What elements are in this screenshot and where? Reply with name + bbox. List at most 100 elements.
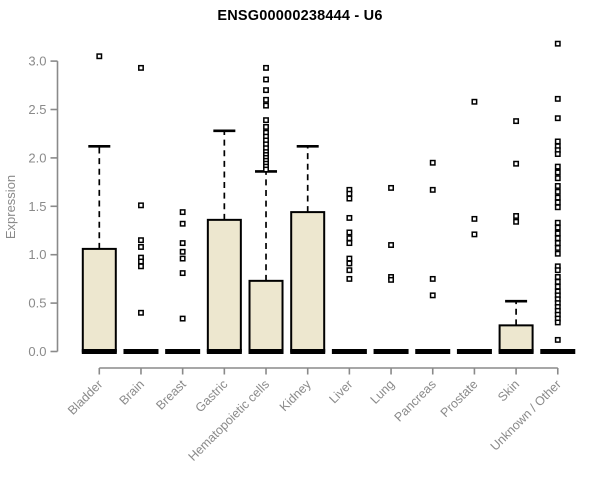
outlier-point bbox=[513, 213, 520, 219]
outlier-point bbox=[138, 258, 144, 265]
y-tick-label: 0.5 bbox=[28, 296, 46, 311]
outlier-point bbox=[263, 102, 269, 109]
x-category-label: Pancreas bbox=[392, 377, 439, 424]
outlier-point bbox=[554, 183, 561, 189]
outlier-point bbox=[554, 274, 561, 280]
outlier-point bbox=[138, 64, 144, 71]
outlier-point bbox=[179, 220, 186, 227]
outlier-point bbox=[179, 248, 186, 255]
outlier-point bbox=[138, 202, 144, 209]
median-line bbox=[415, 349, 451, 354]
outlier-point bbox=[388, 242, 395, 248]
y-tick-label: 2.0 bbox=[28, 150, 46, 165]
box-iqr bbox=[290, 211, 326, 353]
outlier-point bbox=[554, 244, 561, 251]
median-line bbox=[331, 349, 367, 354]
outlier-point bbox=[554, 204, 561, 211]
outlier-point bbox=[554, 95, 561, 102]
outlier-point bbox=[429, 275, 436, 282]
outlier-point bbox=[263, 123, 269, 130]
outlier-point bbox=[346, 275, 353, 282]
outlier-point bbox=[471, 231, 478, 238]
outlier-point bbox=[513, 118, 520, 125]
median-line bbox=[123, 349, 159, 354]
outlier-point bbox=[554, 199, 561, 206]
outlier-point bbox=[346, 190, 353, 197]
outlier-point bbox=[554, 235, 561, 242]
x-category-label: Hematopoietic cells bbox=[186, 377, 273, 464]
outlier-point bbox=[263, 87, 269, 94]
outlier-point bbox=[471, 98, 478, 105]
outlier-point bbox=[179, 209, 186, 216]
outlier-point bbox=[554, 240, 561, 247]
outlier-point bbox=[96, 53, 103, 60]
outlier-point bbox=[346, 260, 353, 267]
outlier-point bbox=[554, 336, 561, 343]
outlier-point bbox=[346, 240, 353, 247]
outlier-point bbox=[346, 214, 353, 221]
outlier-point bbox=[263, 166, 269, 173]
outlier-point bbox=[138, 309, 144, 316]
box-iqr bbox=[206, 218, 242, 353]
outlier-point bbox=[554, 319, 561, 326]
outlier-point bbox=[346, 195, 353, 202]
outlier-point bbox=[263, 96, 269, 103]
outlier-point bbox=[429, 292, 436, 299]
outlier-point bbox=[554, 163, 561, 170]
outlier-point bbox=[554, 40, 561, 47]
outlier-point bbox=[471, 215, 478, 222]
median-line bbox=[540, 349, 576, 354]
outlier-point bbox=[429, 186, 436, 193]
outlier-point bbox=[554, 219, 561, 226]
outlier-point bbox=[179, 240, 186, 247]
outlier-point bbox=[554, 224, 561, 231]
x-category-label: Kidney bbox=[277, 377, 314, 414]
x-category-label: Brain bbox=[117, 377, 148, 408]
outlier-point bbox=[554, 278, 561, 285]
outlier-point bbox=[346, 267, 353, 274]
median-line bbox=[498, 349, 534, 354]
outlier-point bbox=[138, 237, 144, 244]
outlier-point bbox=[388, 184, 395, 191]
box-iqr bbox=[498, 324, 534, 353]
chart-title: ENSG00000238444 - U6 bbox=[217, 8, 383, 24]
median-line bbox=[456, 349, 492, 354]
outlier-point bbox=[554, 175, 561, 182]
median-line bbox=[206, 349, 242, 354]
outlier-point bbox=[138, 263, 144, 270]
outlier-point bbox=[179, 255, 186, 262]
median-line bbox=[165, 349, 201, 354]
median-line bbox=[373, 349, 409, 354]
median-line bbox=[290, 349, 326, 354]
outlier-point bbox=[554, 267, 561, 274]
outlier-point bbox=[554, 188, 561, 195]
x-category-label: Skin bbox=[495, 377, 522, 404]
y-tick-label: 3.0 bbox=[28, 54, 46, 69]
outlier-point bbox=[346, 229, 353, 236]
outlier-point bbox=[554, 230, 561, 237]
x-category-label: Bladder bbox=[65, 377, 105, 417]
outlier-point bbox=[429, 159, 436, 166]
median-line bbox=[81, 349, 117, 354]
x-category-label: Liver bbox=[326, 377, 355, 406]
outlier-point bbox=[554, 169, 561, 176]
outlier-point bbox=[388, 276, 395, 283]
outlier-point bbox=[554, 115, 561, 122]
outlier-point bbox=[554, 151, 561, 157]
outlier-point bbox=[138, 244, 144, 250]
median-line bbox=[248, 349, 284, 354]
outlier-point bbox=[554, 138, 561, 145]
y-tick-label: 1.5 bbox=[28, 199, 46, 214]
outlier-point bbox=[513, 218, 520, 225]
x-category-label: Breast bbox=[153, 377, 189, 413]
outlier-point bbox=[554, 283, 561, 290]
x-category-label: Gastric bbox=[193, 377, 231, 415]
x-category-label: Unknown / Other bbox=[488, 377, 564, 453]
outlier-point bbox=[554, 194, 561, 201]
y-tick-label: 2.5 bbox=[28, 102, 46, 117]
outlier-point bbox=[513, 160, 520, 167]
outlier-point bbox=[179, 270, 186, 277]
outlier-point bbox=[346, 255, 353, 262]
